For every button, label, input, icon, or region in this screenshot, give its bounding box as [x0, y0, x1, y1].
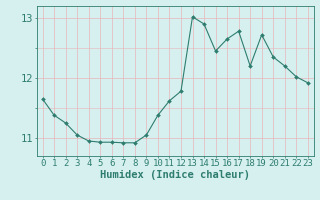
- X-axis label: Humidex (Indice chaleur): Humidex (Indice chaleur): [100, 170, 250, 180]
